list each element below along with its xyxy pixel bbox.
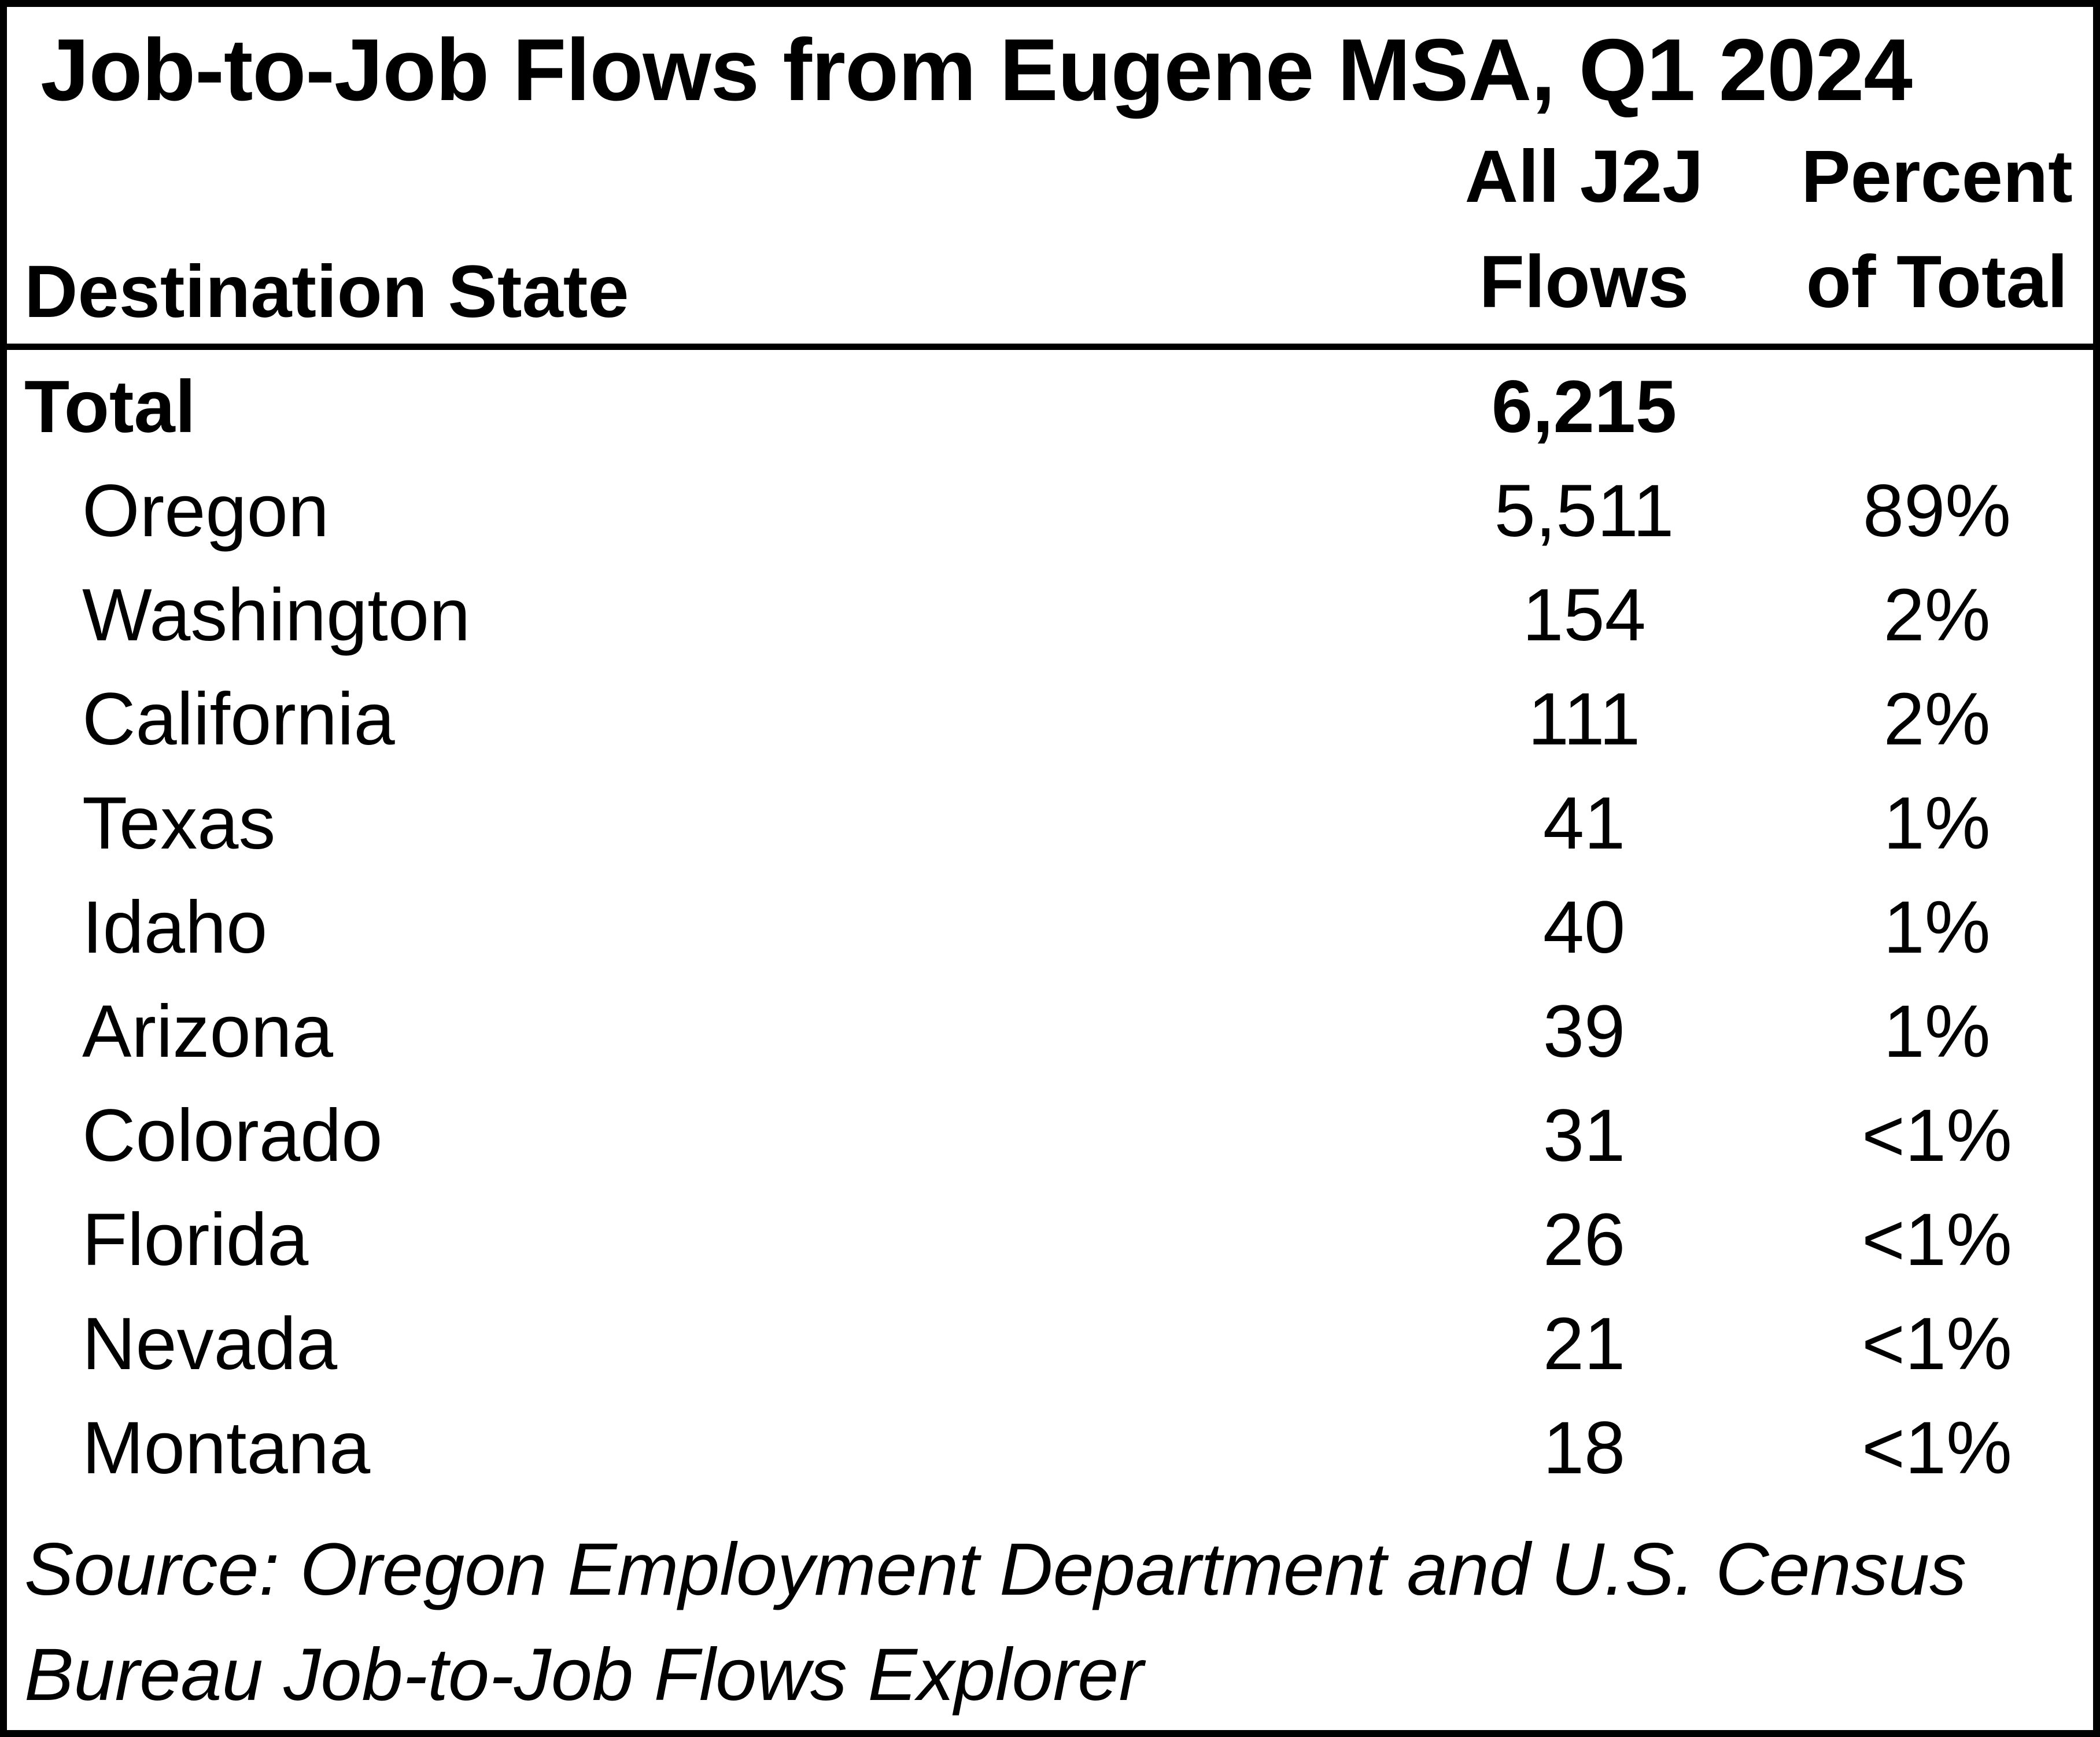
state-cell: Colorado	[82, 1094, 383, 1177]
state-cell: Washington	[82, 573, 471, 657]
state-cell: Oregon	[82, 469, 329, 552]
table-body: Total 6,215 Oregon 5,511 89% Washington …	[7, 355, 2093, 1500]
flows-cell: 6,215	[1491, 365, 1677, 448]
percent-cell: <1%	[1862, 1094, 2012, 1177]
table-row: Arizona 39 1%	[7, 979, 2093, 1083]
table-row: Florida 26 <1%	[7, 1187, 2093, 1292]
column-header-destination-state: Destination State	[24, 250, 629, 334]
table-row: Idaho 40 1%	[7, 875, 2093, 979]
source-note-line-1: Source: Oregon Employment Department and…	[24, 1528, 1967, 1611]
table-row: Colorado 31 <1%	[7, 1083, 2093, 1187]
flows-cell: 21	[1542, 1302, 1626, 1385]
percent-cell: 1%	[1883, 886, 1991, 969]
source-note-line-2: Bureau Job-to-Job Flows Explorer	[24, 1633, 1144, 1717]
flows-cell: 31	[1542, 1094, 1626, 1177]
column-header-percent-of-total: Percent of Total	[1801, 135, 2073, 323]
state-cell: Montana	[82, 1406, 371, 1489]
table-row: Nevada 21 <1%	[7, 1292, 2093, 1396]
source-note: Source: Oregon Employment Department and…	[24, 1517, 2058, 1728]
percent-cell: <1%	[1862, 1198, 2012, 1281]
state-cell: California	[82, 677, 395, 761]
table-row: Texas 41 1%	[7, 771, 2093, 875]
percent-cell: 89%	[1862, 469, 2012, 552]
percent-cell: 1%	[1883, 990, 1991, 1073]
percent-cell: 2%	[1883, 573, 1991, 657]
flows-cell: 18	[1542, 1406, 1626, 1489]
column-header-all-j2j-flows: All J2J Flows	[1464, 135, 1704, 323]
flows-cell: 154	[1522, 573, 1646, 657]
state-cell: Nevada	[82, 1302, 338, 1385]
table-row: Washington 154 2%	[7, 563, 2093, 667]
page-title: Job-to-Job Flows from Eugene MSA, Q1 202…	[40, 21, 1913, 119]
flows-cell: 5,511	[1494, 469, 1674, 552]
flows-cell: 26	[1542, 1198, 1626, 1281]
state-cell: Arizona	[82, 990, 333, 1073]
table-row: Oregon 5,511 89%	[7, 459, 2093, 563]
percent-cell: <1%	[1862, 1406, 2012, 1489]
state-cell: Total	[24, 365, 196, 448]
flows-cell: 40	[1542, 886, 1626, 969]
flows-cell: 111	[1527, 677, 1641, 761]
state-cell: Florida	[82, 1198, 309, 1281]
percent-cell: 2%	[1883, 677, 1991, 761]
flows-cell: 41	[1542, 781, 1626, 865]
table-row: Montana 18 <1%	[7, 1396, 2093, 1500]
table-row-total: Total 6,215	[7, 355, 2093, 459]
table-header-row: Destination State All J2J Flows Percent …	[7, 124, 2093, 351]
state-cell: Texas	[82, 781, 276, 865]
state-cell: Idaho	[82, 886, 268, 969]
percent-cell: <1%	[1862, 1302, 2012, 1385]
table-row: California 111 2%	[7, 667, 2093, 771]
percent-cell: 1%	[1883, 781, 1991, 865]
flows-cell: 39	[1542, 990, 1626, 1073]
